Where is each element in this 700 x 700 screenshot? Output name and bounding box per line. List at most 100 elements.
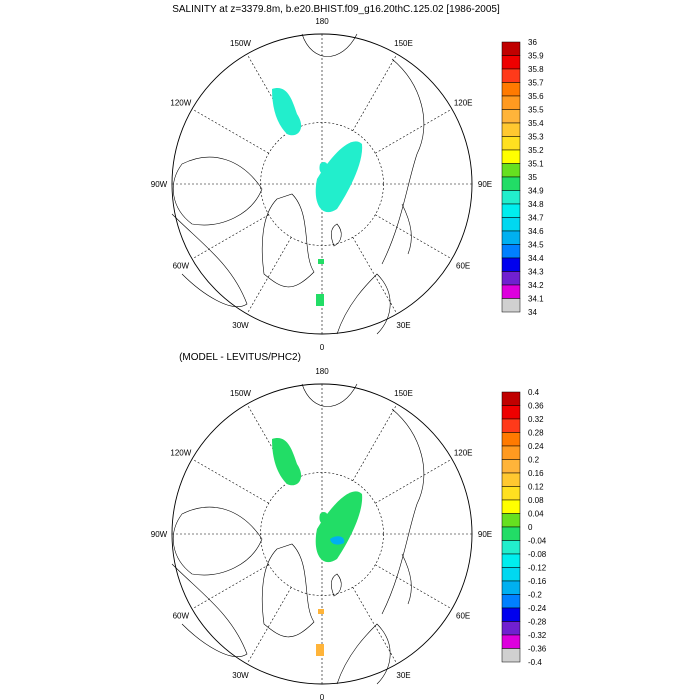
difference-colorbar: 0.4 0.36 0.32 0.28 0.24 0.2 0.16 0.12 0.08 0.04 0 -… <box>501 388 547 667</box>
salinity-map-panel: 180 150W 150E 120W 120E 90W 90E 60W 60E 30W 30E 0 <box>151 17 492 352</box>
meridian-line <box>246 403 292 481</box>
coastline <box>381 58 425 265</box>
salinity-colorbar-tick-label: 35.3 <box>528 133 544 142</box>
salinity-colorbar-swatch <box>501 217 521 232</box>
nordic-seas-patch <box>316 644 324 656</box>
difference-map-panel: 180 150W 150E 120W 120E 90W 90E 60W 60E 30W 30E 0 <box>151 367 492 700</box>
difference-colorbar-tick-label: 0.08 <box>528 496 544 505</box>
difference-colorbar-swatch <box>501 621 521 636</box>
salinity-colorbar-tick-label: 35.5 <box>528 106 544 115</box>
coastline <box>261 543 315 638</box>
meridian-line <box>191 214 269 260</box>
salinity-colorbar-swatch <box>501 122 521 137</box>
longitude-label: 150W <box>230 389 251 398</box>
longitude-label: 30W <box>232 671 249 680</box>
salinity-colorbar: 36 35.9 35.8 35.7 35.6 35.5 35.4 35.3 35.2 35.1 35… <box>501 38 544 317</box>
longitude-label: 90E <box>478 530 492 539</box>
salinity-colorbar-tick-label: 34.5 <box>528 241 544 250</box>
salinity-colorbar-tick-label: 35.6 <box>528 92 544 101</box>
longitude-label: 30W <box>232 321 249 330</box>
salinity-colorbar-swatch <box>501 68 521 83</box>
longitude-label: 150E <box>394 39 413 48</box>
eurasian-basin-patch <box>315 491 363 563</box>
difference-colorbar-tick-label: 0.28 <box>528 429 544 438</box>
difference-colorbar-tick-label: -0.32 <box>528 631 547 640</box>
salinity-colorbar-swatch <box>501 41 521 56</box>
salinity-colorbar-swatch <box>501 55 521 70</box>
longitude-label: 180 <box>315 17 329 26</box>
longitude-label: 0 <box>320 343 325 352</box>
bottom-panel-title: (MODEL - LEVITUS/PHC2) <box>179 352 301 363</box>
longitude-label: 120E <box>454 449 473 458</box>
negative-diff-patch <box>330 536 345 545</box>
salinity-colorbar-swatch <box>501 136 521 151</box>
salinity-colorbar-tick-label: 35.1 <box>528 160 544 169</box>
meridian-line <box>375 214 453 260</box>
meridian-line <box>246 237 292 315</box>
central-patch <box>319 511 328 524</box>
salinity-colorbar-tick-label: 34 <box>528 308 537 317</box>
difference-colorbar-tick-label: 0.12 <box>528 483 544 492</box>
salinity-colorbar-swatch <box>501 230 521 245</box>
longitude-label: 90W <box>151 180 168 189</box>
difference-colorbar-tick-label: 0.2 <box>528 456 540 465</box>
difference-colorbar-swatch <box>501 445 521 460</box>
salinity-colorbar-swatch <box>501 298 521 313</box>
longitude-label: 90W <box>151 530 168 539</box>
salinity-colorbar-swatch <box>501 176 521 191</box>
difference-colorbar-tick-label: -0.08 <box>528 550 547 559</box>
coastline <box>301 33 358 57</box>
difference-colorbar-swatch <box>501 459 521 474</box>
salinity-colorbar-swatch <box>501 95 521 110</box>
salinity-colorbar-tick-label: 34.6 <box>528 227 544 236</box>
salinity-colorbar-tick-label: 34.2 <box>528 281 544 290</box>
meridian-line <box>191 108 269 154</box>
coastline <box>261 193 315 288</box>
longitude-label: 30E <box>396 321 410 330</box>
nordic-seas-patch <box>316 294 324 306</box>
meridian-line <box>352 587 398 665</box>
salinity-colorbar-swatch <box>501 190 521 205</box>
coastline <box>171 563 248 657</box>
difference-colorbar-tick-label: 0.4 <box>528 388 540 397</box>
difference-colorbar-swatch <box>501 553 521 568</box>
difference-colorbar-tick-label: -0.12 <box>528 564 547 573</box>
canada-basin-patch <box>272 438 302 486</box>
longitude-label: 90E <box>478 180 492 189</box>
longitude-label: 120E <box>454 99 473 108</box>
longitude-label: 150E <box>394 389 413 398</box>
salinity-colorbar-swatch <box>501 244 521 259</box>
difference-colorbar-swatch <box>501 472 521 487</box>
difference-colorbar-swatch <box>501 594 521 609</box>
difference-colorbar-swatch <box>501 607 521 622</box>
difference-colorbar-tick-label: 0.32 <box>528 415 544 424</box>
salinity-colorbar-swatch <box>501 203 521 218</box>
longitude-label: 60E <box>456 262 470 271</box>
coastline <box>331 573 342 597</box>
coastline <box>401 203 412 255</box>
difference-colorbar-tick-label: -0.04 <box>528 537 547 546</box>
salinity-colorbar-tick-label: 34.3 <box>528 268 544 277</box>
salinity-colorbar-tick-label: 35 <box>528 173 537 182</box>
meridian-line <box>352 403 398 481</box>
salinity-colorbar-swatch <box>501 109 521 124</box>
salinity-colorbar-swatch <box>501 82 521 97</box>
coastline <box>173 506 263 576</box>
coastline <box>331 223 342 247</box>
difference-colorbar-swatch <box>501 540 521 555</box>
longitude-label: 120W <box>170 449 191 458</box>
longitude-label: 150W <box>230 39 251 48</box>
fram-strait-patch <box>318 609 324 614</box>
difference-colorbar-swatch <box>501 648 521 663</box>
difference-colorbar-tick-label: -0.28 <box>528 618 547 627</box>
central-patch <box>319 161 328 174</box>
difference-colorbar-swatch <box>501 526 521 541</box>
difference-colorbar-tick-label: -0.16 <box>528 577 547 586</box>
difference-colorbar-swatch <box>501 418 521 433</box>
salinity-colorbar-tick-label: 35.8 <box>528 65 544 74</box>
difference-colorbar-swatch <box>501 391 521 406</box>
difference-colorbar-tick-label: -0.24 <box>528 604 547 613</box>
coastline <box>336 623 391 685</box>
meridian-line <box>375 458 453 504</box>
